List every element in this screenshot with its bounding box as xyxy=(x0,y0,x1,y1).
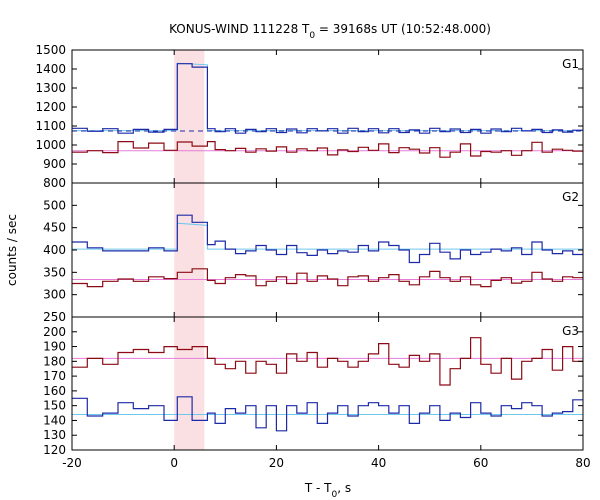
panel-g2-label: G2 xyxy=(562,190,579,204)
panel-g1-series-dark_red xyxy=(72,141,583,158)
shaded-interval-layer xyxy=(174,50,205,450)
panel-g1-y-tick-label: 1100 xyxy=(35,119,66,133)
panel-g2-y-tick-label: 500 xyxy=(43,198,66,212)
panel-g3-label: G3 xyxy=(562,324,579,338)
x-axis-title: T - T0, s xyxy=(304,481,351,500)
panel-g1-y-tick-label: 1500 xyxy=(35,43,66,57)
panel-g3-y-tick-label: 170 xyxy=(43,369,66,383)
x-axis-title-subscript: 0 xyxy=(332,490,338,500)
panel-g3-y-tick-label: 150 xyxy=(43,399,66,413)
x-tick-label: -20 xyxy=(62,456,82,470)
label-layer: 800900100011001200130014001500G125030035… xyxy=(35,43,590,470)
chart-title-rest: = 39168s UT (10:52:48.000) xyxy=(315,22,491,36)
x-tick-label: 60 xyxy=(473,456,488,470)
y-axis-title: counts / sec xyxy=(5,214,19,286)
panel-g1-series-blue xyxy=(72,63,583,134)
chart-title-subscript: 0 xyxy=(309,31,315,41)
x-tick-label: 20 xyxy=(269,456,284,470)
panel-g2-y-tick-label: 350 xyxy=(43,265,66,279)
chart-title-main: KONUS-WIND 111228 T xyxy=(169,22,310,36)
panel-g1-label: G1 xyxy=(562,57,579,71)
panel-g1-background-line-1 xyxy=(72,62,583,132)
frame-layer xyxy=(71,49,584,451)
panel-g3-series-dark_red xyxy=(72,337,583,386)
panel-g3-y-tick-label: 130 xyxy=(43,428,66,442)
panel-g3-y-tick-label: 120 xyxy=(43,443,66,457)
panel-g1-y-tick-label: 800 xyxy=(43,176,66,190)
panel-g2-y-tick-label: 250 xyxy=(43,310,66,324)
panel-g3-series-blue xyxy=(72,396,583,432)
panel-g3-y-tick-label: 180 xyxy=(43,354,66,368)
panel-g2-y-tick-label: 450 xyxy=(43,221,66,235)
panel-g1-y-tick-label: 1000 xyxy=(35,138,66,152)
plot-layer xyxy=(72,62,583,432)
panel-g1-frame xyxy=(71,49,584,184)
panel-g2-series-dark_red xyxy=(72,268,583,288)
shaded-interval xyxy=(174,50,205,450)
x-axis-title-main: T - T xyxy=(304,481,332,495)
panel-g2-background-line-1 xyxy=(72,222,583,250)
panel-g3-y-tick-label: 160 xyxy=(43,384,66,398)
panel-g1-y-tick-label: 1300 xyxy=(35,81,66,95)
x-tick-label: 80 xyxy=(575,456,590,470)
x-axis-title-rest: , s xyxy=(337,481,351,495)
panel-g1-y-tick-label: 1400 xyxy=(35,62,66,76)
chart-title: KONUS-WIND 111228 T0 = 39168s UT (10:52:… xyxy=(169,22,491,41)
panel-g1-y-tick-label: 900 xyxy=(43,157,66,171)
panel-g2-y-tick-label: 400 xyxy=(43,243,66,257)
panel-g3-y-tick-label: 200 xyxy=(43,325,66,339)
x-tick-label: 40 xyxy=(371,456,386,470)
x-tick-label: 0 xyxy=(170,456,178,470)
panel-g2-y-tick-label: 300 xyxy=(43,288,66,302)
panel-g3-y-tick-label: 190 xyxy=(43,340,66,354)
panel-g2-series-blue xyxy=(72,214,583,264)
panel-g3-frame xyxy=(71,316,584,451)
panel-g1-y-tick-label: 1200 xyxy=(35,100,66,114)
panel-g3-y-tick-label: 140 xyxy=(43,413,66,427)
